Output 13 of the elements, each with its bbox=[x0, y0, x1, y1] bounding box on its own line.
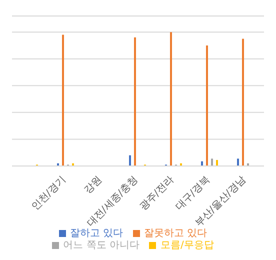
bar bbox=[129, 155, 131, 166]
bar bbox=[62, 34, 64, 166]
legend-label: 어느 쪽도 아니다 bbox=[63, 240, 140, 251]
bar bbox=[134, 37, 136, 166]
bar bbox=[242, 38, 244, 166]
bar bbox=[211, 158, 213, 166]
legend-label: 잘못하고 있다 bbox=[144, 228, 208, 239]
bar bbox=[206, 45, 208, 166]
legend-label: 모름/무응답 bbox=[160, 240, 214, 251]
bar bbox=[216, 160, 218, 166]
bar bbox=[170, 32, 172, 166]
bar bbox=[237, 158, 239, 166]
legend-label: 잘하고 있다 bbox=[70, 228, 123, 239]
